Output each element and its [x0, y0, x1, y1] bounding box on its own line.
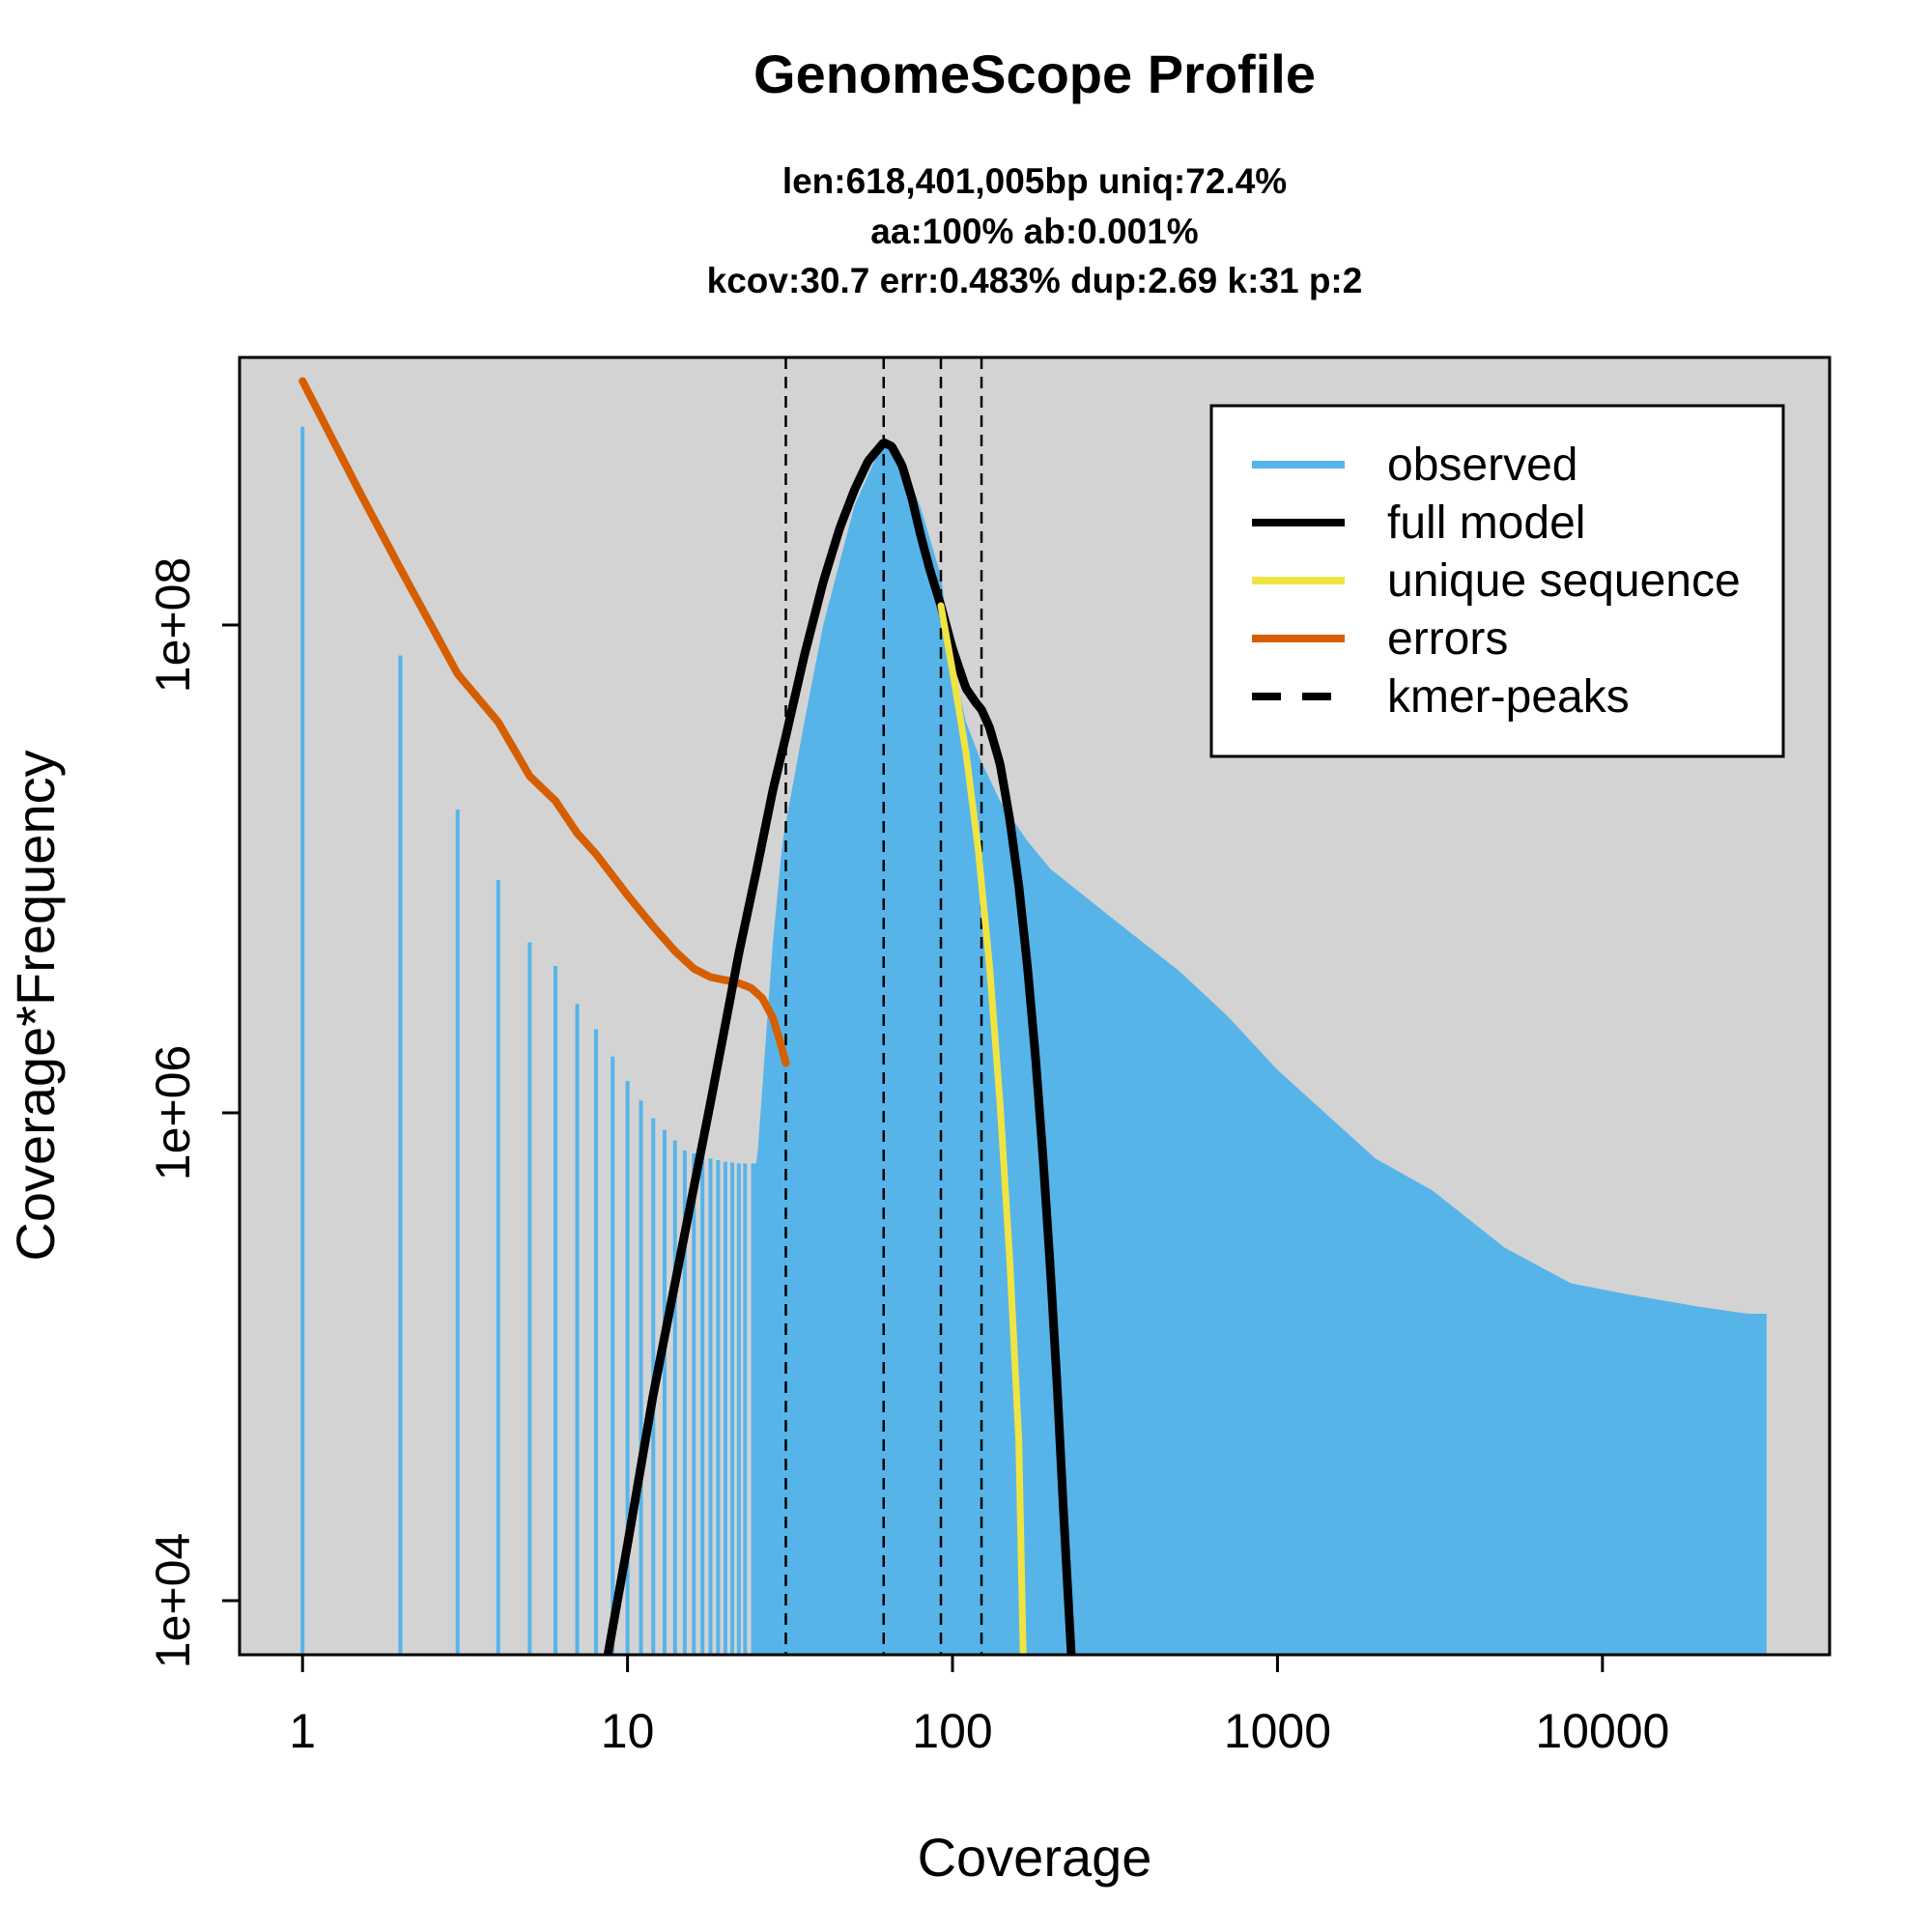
- errors-line: [298, 377, 790, 1067]
- model-curves: [298, 377, 1076, 1655]
- chart-subtitle-line-2: aa:100% ab:0.001%: [870, 212, 1198, 251]
- x-axis-label: Coverage: [918, 1827, 1152, 1888]
- x-tick-label: 100: [912, 1704, 992, 1758]
- y-axis: 1e+04 1e+06 1e+08: [146, 557, 240, 1668]
- legend-label: kmer-peaks: [1387, 671, 1630, 723]
- y-tick-label: 1e+06: [146, 1045, 200, 1180]
- unique-sequence-line: [937, 602, 1027, 1655]
- x-tick-label: 10: [601, 1704, 655, 1758]
- observed-histogram: [300, 426, 1767, 1655]
- x-tick-label: 1000: [1224, 1704, 1331, 1758]
- legend: observed full model unique sequence errors k…: [1209, 404, 1785, 758]
- x-tick-label: 1: [289, 1704, 316, 1758]
- chart-subtitle-line-3: kcov:30.7 err:0.483% dup:2.69 k:31 p:2: [707, 261, 1363, 300]
- legend-label: unique sequence: [1387, 555, 1741, 607]
- kmer-peak-lines: [784, 357, 983, 1655]
- plot-frame: [238, 355, 1832, 1657]
- legend-label: full model: [1387, 497, 1585, 549]
- y-axis-label: Coverage*Frequency: [5, 750, 66, 1261]
- chart-subtitle-line-1: len:618,401,005bp uniq:72.4%: [782, 161, 1287, 201]
- observed-area: [751, 442, 1767, 1655]
- legend-label: errors: [1387, 613, 1508, 665]
- x-tick-label: 10000: [1535, 1704, 1669, 1758]
- chart-title: GenomeScope Profile: [753, 43, 1316, 104]
- y-tick-label: 1e+08: [146, 557, 200, 693]
- y-tick-label: 1e+04: [146, 1533, 200, 1668]
- x-axis: 1 10 100 1000 10000: [289, 1655, 1669, 1758]
- legend-label: observed: [1387, 440, 1577, 491]
- full-model-line: [603, 438, 1076, 1655]
